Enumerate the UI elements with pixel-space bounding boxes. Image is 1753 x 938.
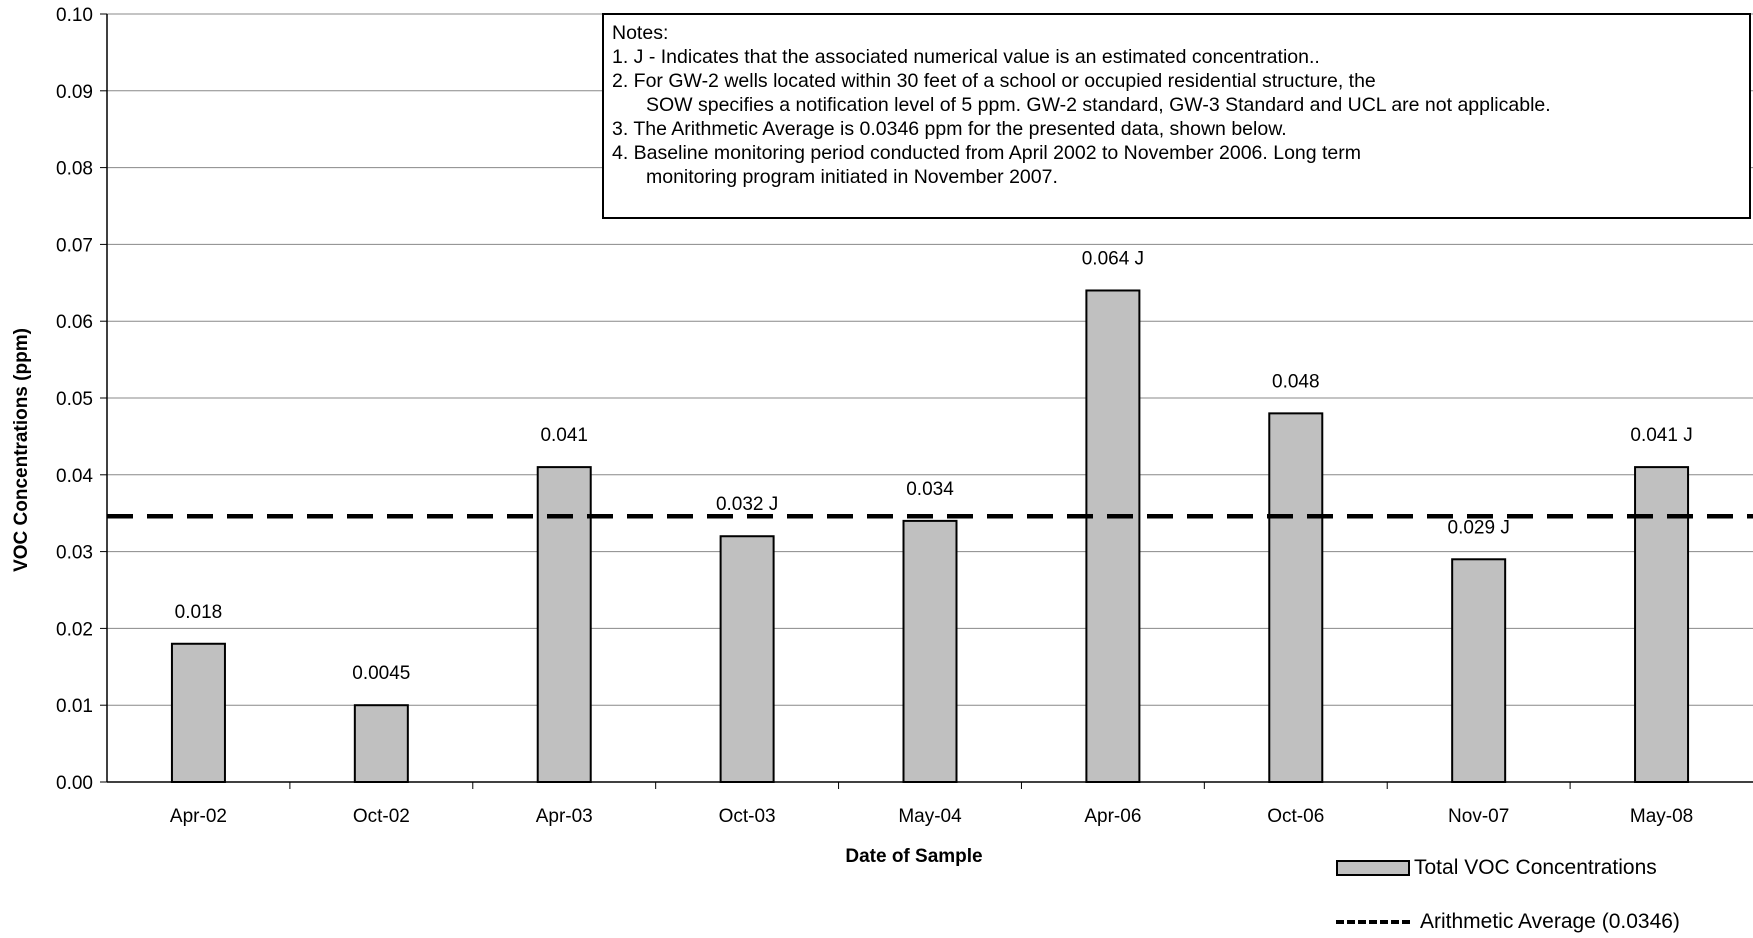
legend-label-average: Arithmetic Average (0.0346) bbox=[1420, 910, 1680, 933]
note-line: 2. For GW-2 wells located within 30 feet… bbox=[612, 70, 1376, 92]
bar bbox=[170, 642, 226, 784]
x-tick-label: Nov-07 bbox=[1448, 806, 1509, 827]
axes bbox=[100, 13, 1753, 789]
x-tick-label: Oct-03 bbox=[719, 806, 776, 827]
y-tick-label: 0.00 bbox=[56, 773, 93, 794]
note-line: monitoring program initiated in November… bbox=[646, 166, 1058, 188]
x-tick-label: May-08 bbox=[1630, 806, 1693, 827]
data-label: 0.041 J bbox=[1630, 425, 1692, 446]
bar bbox=[1451, 558, 1507, 784]
y-tick-label: 0.03 bbox=[56, 543, 93, 564]
y-tick-label: 0.06 bbox=[56, 312, 93, 333]
legend-swatch-average bbox=[1336, 920, 1410, 924]
data-label: 0.048 bbox=[1272, 371, 1320, 392]
bar bbox=[353, 704, 409, 784]
data-label: 0.064 J bbox=[1082, 248, 1144, 269]
note-line: 1. J - Indicates that the associated num… bbox=[612, 46, 1320, 68]
x-tick-label: Apr-06 bbox=[1084, 806, 1141, 827]
note-line: 3. The Arithmetic Average is 0.0346 ppm … bbox=[612, 118, 1287, 140]
legend-label-bars: Total VOC Concentrations bbox=[1414, 856, 1657, 879]
y-axis-title: VOC Concentrations (ppm) bbox=[11, 328, 32, 572]
data-label: 0.034 bbox=[906, 479, 954, 500]
bar bbox=[902, 519, 958, 783]
data-label: 0.0045 bbox=[352, 663, 410, 684]
note-line: 4. Baseline monitoring period conducted … bbox=[612, 142, 1362, 164]
y-tick-label: 0.01 bbox=[56, 696, 93, 717]
bar bbox=[719, 535, 775, 783]
legend-item-bars: Total VOC Concentrations bbox=[1336, 856, 1657, 880]
x-tick-label: May-04 bbox=[898, 806, 962, 827]
bar bbox=[1634, 466, 1690, 783]
x-tick-label: Apr-03 bbox=[536, 806, 593, 827]
x-axis-title: Date of Sample bbox=[845, 846, 982, 867]
note-line: SOW specifies a notification level of 5 … bbox=[646, 94, 1551, 116]
y-tick-label: 0.09 bbox=[56, 82, 93, 103]
y-tick-label: 0.04 bbox=[56, 466, 93, 487]
y-tick-label: 0.05 bbox=[56, 389, 93, 410]
data-label: 0.032 J bbox=[716, 494, 778, 515]
x-tick-labels: Apr-02 Oct-02 Apr-03 Oct-03 May-04 Apr-06 Oct-… bbox=[170, 806, 1693, 827]
y-tick-label: 0.10 bbox=[56, 5, 93, 26]
notes-box: Notes: 1. J - Indicates that the associat… bbox=[602, 13, 1751, 219]
y-tick-label: 0.08 bbox=[56, 159, 93, 180]
bar bbox=[1085, 289, 1141, 783]
x-tick-label: Oct-02 bbox=[353, 806, 410, 827]
y-tick-labels: 0.00 0.01 0.02 0.03 0.04 0.05 0.06 0.07 0.08 0.09… bbox=[56, 5, 93, 794]
y-tick-label: 0.02 bbox=[56, 619, 93, 640]
x-tick-label: Oct-06 bbox=[1267, 806, 1324, 827]
data-label: 0.041 bbox=[540, 425, 588, 446]
data-labels: 0.018 0.0045 0.041 0.032 J 0.034 0.064 J 0.048… bbox=[175, 248, 1693, 684]
data-label: 0.029 J bbox=[1448, 517, 1510, 538]
legend-swatch-bars bbox=[1336, 860, 1410, 876]
data-label: 0.018 bbox=[175, 602, 223, 623]
x-tick-label: Apr-02 bbox=[170, 806, 227, 827]
y-tick-label: 0.07 bbox=[56, 235, 93, 256]
legend-item-average: Arithmetic Average (0.0346) bbox=[1336, 910, 1680, 934]
note-line: Notes: bbox=[612, 22, 669, 44]
bar bbox=[1268, 412, 1324, 783]
